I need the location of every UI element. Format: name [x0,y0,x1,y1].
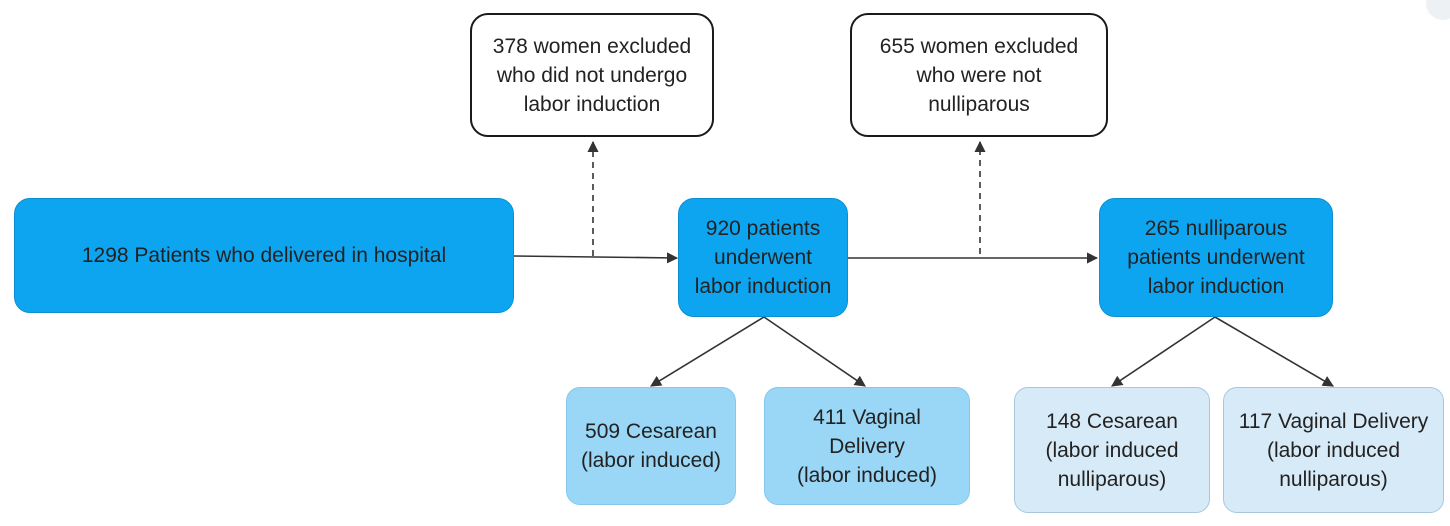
vaginal-induced-box: 411 Vaginal Delivery (labor induced) [764,387,970,505]
cesarean-nulliparous-text: 148 Cesarean (labor induced nulliparous) [1045,409,1179,491]
edge-nullip-to-vaginal [1214,316,1334,387]
vaginal-nulliparous-text: 117 Vaginal Delivery (labor induced null… [1238,409,1429,491]
edge-nullip-to-cesarean [1111,316,1216,387]
excluded-no-induction-box: 378 women excluded who did not undergo l… [470,13,714,137]
edge-delivered-to-induced [513,252,679,264]
nulliparous-induction-text: 265 nulliparous patients underwent labor… [1127,217,1305,298]
underwent-induction-box: 920 patients underwent labor induction [678,198,848,317]
cesarean-induced-box: 509 Cesarean (labor induced) [566,387,736,505]
excluded-not-nulliparous-text: 655 women excluded who were not nullipar… [879,34,1079,116]
nulliparous-induction-box: 265 nulliparous patients underwent labor… [1099,198,1333,317]
vaginal-nulliparous-box: 117 Vaginal Delivery (labor induced null… [1223,387,1444,513]
delivered-in-hospital-text: 1298 Patients who delivered in hospital [81,244,447,267]
excluded-no-induction-text: 378 women excluded who did not undergo l… [492,34,692,116]
excluded-not-nulliparous-box: 655 women excluded who were not nullipar… [850,13,1108,137]
edge-induced-to-cesarean [650,316,765,387]
cesarean-nulliparous-box: 148 Cesarean (labor induced nulliparous) [1014,387,1210,513]
delivered-in-hospital-box: 1298 Patients who delivered in hospital [14,198,514,313]
edge-induced-to-vaginal [763,316,866,387]
cesarean-induced-text: 509 Cesarean (labor induced) [580,420,722,472]
underwent-induction-text: 920 patients underwent labor induction [694,217,832,298]
vaginal-induced-text: 411 Vaginal Delivery (labor induced) [796,405,938,487]
corner-shape [1426,0,1450,20]
